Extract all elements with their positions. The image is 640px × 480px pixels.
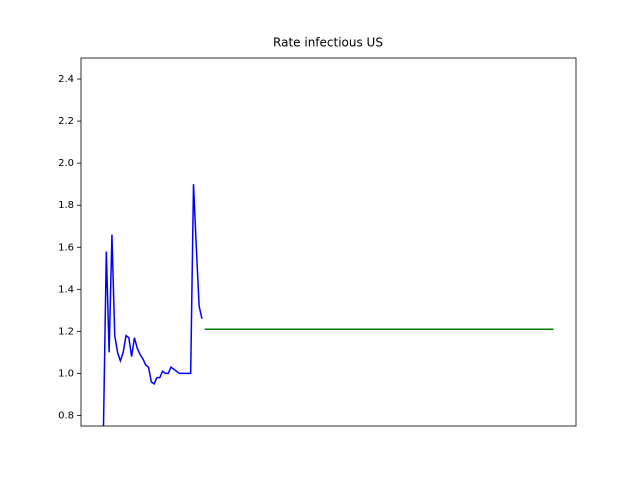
y-tick-label: 1.0 (58, 368, 74, 379)
y-tick-label: 1.8 (58, 200, 74, 211)
y-tick-label: 2.0 (58, 158, 74, 169)
y-tick-label: 2.2 (58, 116, 74, 127)
y-tick-label: 1.4 (58, 284, 74, 295)
y-tick-label: 2.4 (58, 74, 74, 85)
y-tick-label: 1.6 (58, 242, 74, 253)
plot-frame (80, 57, 577, 427)
data-line (102, 184, 203, 426)
y-tick-label: 0.8 (58, 410, 74, 421)
y-tick-label: 1.2 (58, 326, 74, 337)
chart-title: Rate infectious US (273, 36, 383, 50)
